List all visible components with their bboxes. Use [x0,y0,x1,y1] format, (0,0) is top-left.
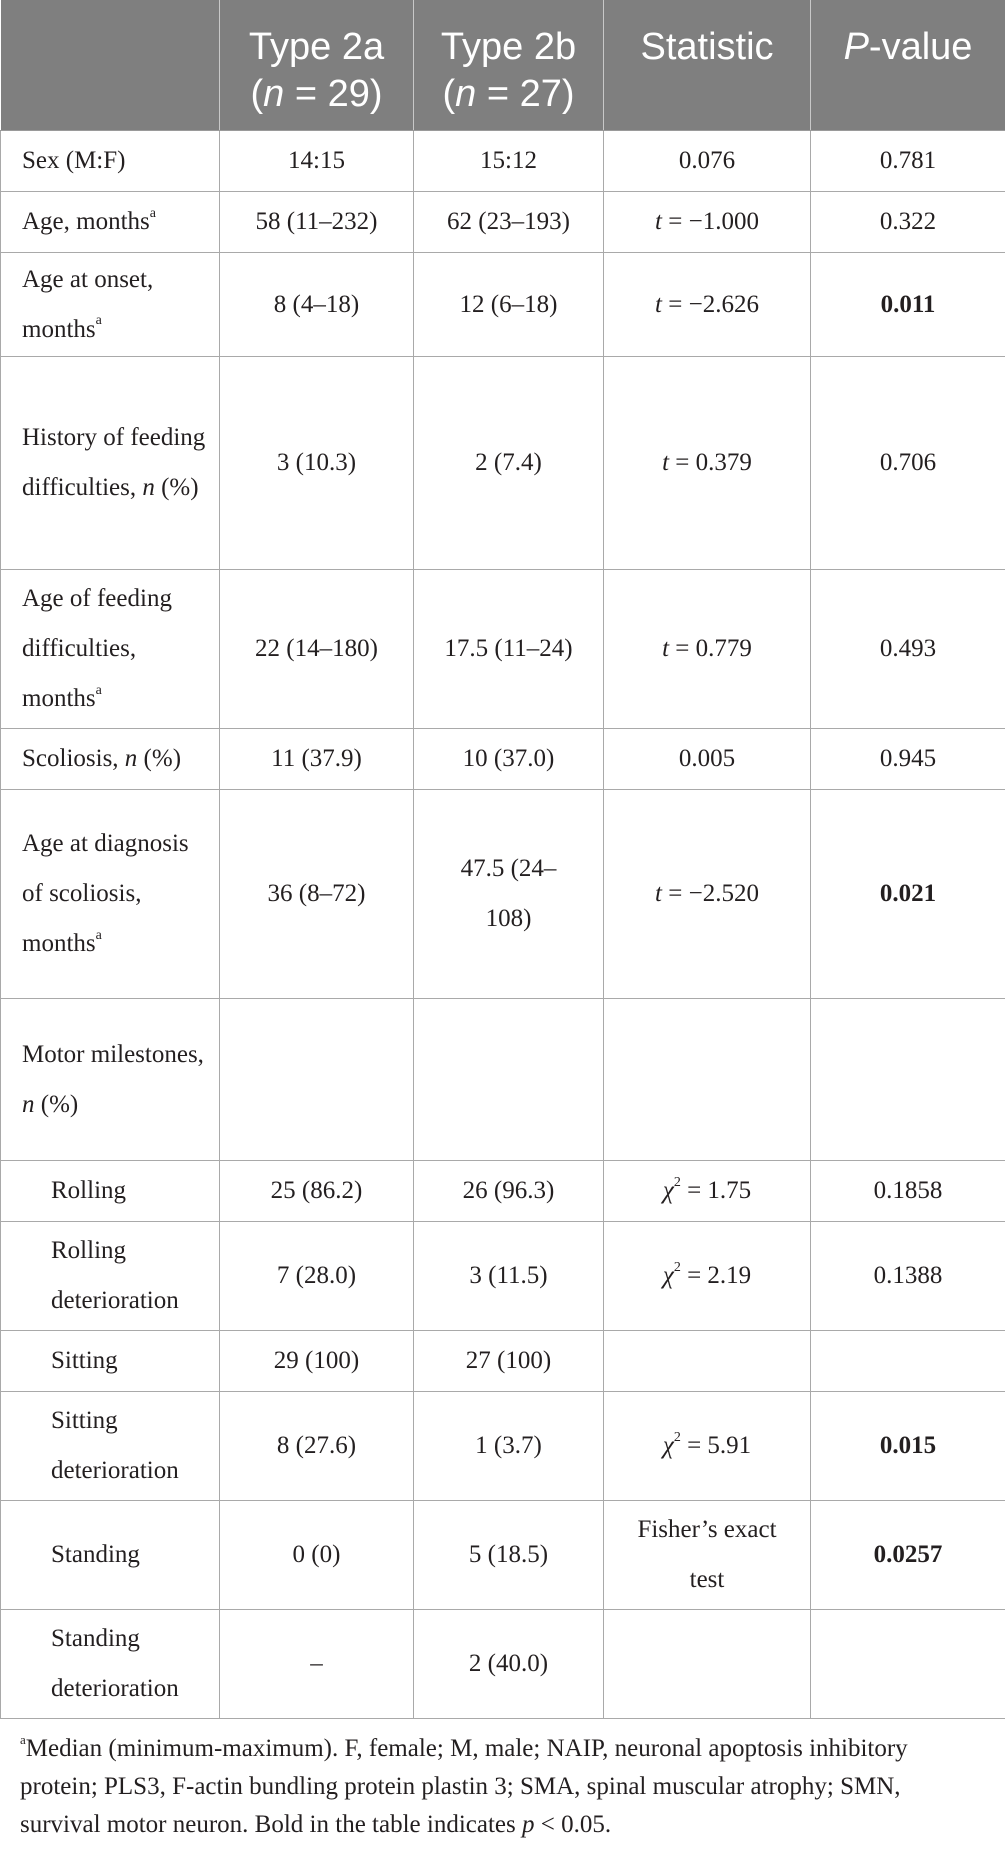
row-label: History of feeding difficulties, n (%) [0,356,220,570]
cell-statistic [603,1609,811,1719]
cell-type-2a: 11 (37.9) [219,728,414,790]
cell-p-value: 0.706 [810,356,1005,570]
cell-p-value: 0.493 [810,569,1005,729]
row-label: Sitting [0,1330,220,1392]
cell-type-2a: 58 (11–232) [219,191,414,253]
cell-type-2b: 27 (100) [413,1330,604,1392]
row-label: Age of feeding difficulties, monthsa [0,569,220,729]
cell-type-2a: 22 (14–180) [219,569,414,729]
header-type-2b: Type 2b (n = 27) [413,0,604,131]
row-label: Standing [0,1500,220,1610]
row-label: Standing deterioration [0,1609,220,1719]
table-row: Scoliosis, n (%) 11 (37.9) 10 (37.0) 0.0… [0,728,1005,790]
cell-type-2a: – [219,1609,414,1719]
row-label: Sex (M:F) [0,130,220,192]
cell-p-value: 0.781 [810,130,1005,192]
cell-type-2a: 0 (0) [219,1500,414,1610]
table-row: Age at diagnosis of scoliosis, monthsa 3… [0,789,1005,999]
cell-statistic: t = 0.779 [603,569,811,729]
cell-p-value [810,1609,1005,1719]
cell-type-2b: 10 (37.0) [413,728,604,790]
cell-p-value: 0.011 [810,252,1005,357]
cell-p-value: 0.0257 [810,1500,1005,1610]
table-row: Sitting deterioration 8 (27.6) 1 (3.7) χ… [0,1391,1005,1501]
cell-type-2a: 29 (100) [219,1330,414,1392]
cell-type-2b: 12 (6–18) [413,252,604,357]
cell-type-2b: 15:12 [413,130,604,192]
cell-p-value [810,1330,1005,1392]
results-table: Type 2a (n = 29) Type 2b (n = 27) Statisti… [0,0,1005,1719]
row-label: Rolling deterioration [0,1221,220,1331]
cell-p-value: 0.322 [810,191,1005,253]
cell-type-2b: 47.5 (24–108) [413,789,604,999]
row-label: Motor milestones, n (%) [0,998,220,1161]
cell-type-2b: 62 (23–193) [413,191,604,253]
cell-p-value: 0.021 [810,789,1005,999]
table-row: Sex (M:F) 14:15 15:12 0.076 0.781 [0,130,1005,192]
cell-statistic: 0.076 [603,130,811,192]
cell-statistic: χ2 = 5.91 [603,1391,811,1501]
cell-type-2b: 2 (40.0) [413,1609,604,1719]
table-row: Standing 0 (0) 5 (18.5) Fisher’s exact t… [0,1500,1005,1610]
table-row: Sitting 29 (100) 27 (100) [0,1330,1005,1392]
row-label: Age at onset, monthsa [0,252,220,357]
cell-type-2b: 26 (96.3) [413,1160,604,1222]
cell-type-2a: 25 (86.2) [219,1160,414,1222]
cell-type-2b: 3 (11.5) [413,1221,604,1331]
cell-statistic: t = −2.520 [603,789,811,999]
cell-type-2b [413,998,604,1161]
cell-p-value: 0.1388 [810,1221,1005,1331]
cell-p-value: 0.015 [810,1391,1005,1501]
row-label: Rolling [0,1160,220,1222]
cell-type-2a: 36 (8–72) [219,789,414,999]
table-row: Age, monthsa 58 (11–232) 62 (23–193) t =… [0,191,1005,253]
header-blank [0,0,220,131]
table-row: Motor milestones, n (%) [0,998,1005,1161]
table-row: Standing deterioration – 2 (40.0) [0,1609,1005,1719]
cell-type-2a: 8 (4–18) [219,252,414,357]
row-label: Age at diagnosis of scoliosis, monthsa [0,789,220,999]
table-row: History of feeding difficulties, n (%) 3… [0,356,1005,570]
cell-type-2a: 8 (27.6) [219,1391,414,1501]
table-footnote: aMedian (minimum-maximum). F, female; M,… [20,1731,908,1838]
cell-p-value: 0.945 [810,728,1005,790]
cell-type-2b: 2 (7.4) [413,356,604,570]
cell-type-2a: 3 (10.3) [219,356,414,570]
table-row: Age of feeding difficulties, monthsa 22 … [0,569,1005,729]
cell-p-value: 0.1858 [810,1160,1005,1222]
header-row: Type 2a (n = 29) Type 2b (n = 27) Statisti… [0,0,1005,131]
header-statistic: Statistic [603,0,811,131]
cell-type-2a [219,998,414,1161]
cell-statistic [603,998,811,1161]
cell-statistic: t = −2.626 [603,252,811,357]
header-type-2a: Type 2a (n = 29) [219,0,414,131]
cell-statistic: χ2 = 2.19 [603,1221,811,1331]
cell-statistic: 0.005 [603,728,811,790]
cell-type-2b: 5 (18.5) [413,1500,604,1610]
row-label: Scoliosis, n (%) [0,728,220,790]
cell-type-2b: 1 (3.7) [413,1391,604,1501]
cell-type-2a: 7 (28.0) [219,1221,414,1331]
cell-statistic: Fisher’s exact test [603,1500,811,1610]
row-label: Age, monthsa [0,191,220,253]
table-row: Rolling 25 (86.2) 26 (96.3) χ2 = 1.75 0.… [0,1160,1005,1222]
cell-statistic: χ2 = 1.75 [603,1160,811,1222]
row-label: Sitting deterioration [0,1391,220,1501]
table-row: Rolling deterioration 7 (28.0) 3 (11.5) … [0,1221,1005,1331]
cell-type-2a: 14:15 [219,130,414,192]
header-p-value: P-value [810,0,1005,131]
cell-type-2b: 17.5 (11–24) [413,569,604,729]
cell-statistic [603,1330,811,1392]
table-row: Age at onset, monthsa 8 (4–18) 12 (6–18)… [0,252,1005,357]
cell-p-value [810,998,1005,1161]
cell-statistic: t = −1.000 [603,191,811,253]
cell-statistic: t = 0.379 [603,356,811,570]
